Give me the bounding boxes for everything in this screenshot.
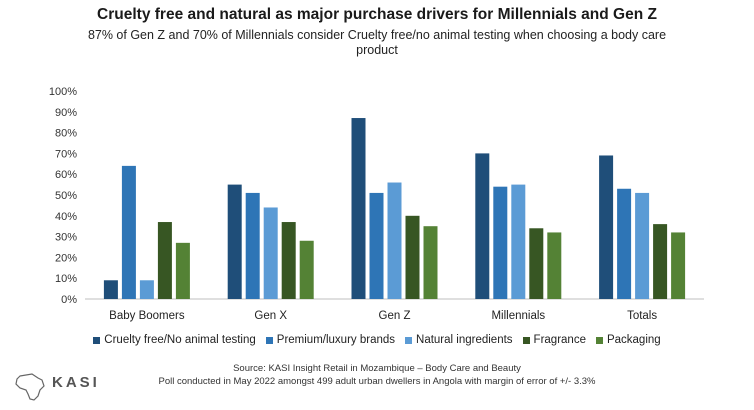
bar-gen-z-1 bbox=[369, 192, 384, 299]
bar-baby-boomers-3 bbox=[157, 222, 172, 299]
chart-subtitle: 87% of Gen Z and 70% of Millennials cons… bbox=[87, 28, 667, 57]
bar-gen-x-1 bbox=[245, 192, 260, 299]
bar-gen-z-4 bbox=[423, 226, 438, 299]
bar-millennials-1 bbox=[493, 186, 508, 299]
y-tick-label: 30% bbox=[55, 232, 77, 244]
bar-millennials-4 bbox=[547, 232, 562, 299]
y-tick-label: 20% bbox=[55, 252, 77, 264]
bar-totals-1 bbox=[617, 188, 632, 299]
bar-gen-x-2 bbox=[263, 207, 278, 299]
x-tick-label: Baby Boomers bbox=[109, 310, 185, 322]
africa-map-icon bbox=[15, 373, 45, 401]
legend-label: Cruelty free/No animal testing bbox=[104, 334, 256, 346]
bar-millennials-2 bbox=[511, 184, 526, 299]
bar-baby-boomers-0 bbox=[103, 280, 118, 299]
legend-swatch bbox=[265, 336, 273, 344]
legend-swatch bbox=[93, 336, 101, 344]
x-tick-label: Gen X bbox=[254, 310, 287, 322]
y-tick-label: 50% bbox=[55, 190, 77, 202]
legend-label: Natural ingredients bbox=[416, 334, 513, 346]
y-tick-label: 80% bbox=[55, 128, 77, 140]
bar-baby-boomers-1 bbox=[121, 165, 136, 299]
bar-gen-x-3 bbox=[281, 222, 296, 299]
bar-baby-boomers-4 bbox=[175, 242, 190, 299]
source-text: Source: KASI Insight Retail in Mozambiqu… bbox=[233, 363, 521, 374]
bar-gen-z-3 bbox=[405, 215, 420, 299]
legend-label: Packaging bbox=[606, 334, 661, 346]
poll-text: Poll conducted in May 2022 amongst 499 a… bbox=[158, 376, 596, 387]
x-tick-label: Gen Z bbox=[379, 310, 411, 322]
bar-chart: 0% 10% 20% 30% 40% 50% 60% 70% 80% 90% 100% Baby Bo… bbox=[49, 86, 704, 322]
y-tick-label: 10% bbox=[55, 273, 77, 285]
bar-totals-2 bbox=[635, 192, 650, 299]
legend-label: Premium/luxury brands bbox=[276, 334, 396, 346]
bar-gen-z-0 bbox=[351, 118, 366, 299]
legend-item: Natural ingredients bbox=[405, 334, 513, 346]
bar-millennials-0 bbox=[475, 153, 490, 299]
bar-totals-4 bbox=[671, 232, 686, 299]
y-tick-label: 70% bbox=[55, 148, 77, 160]
y-tick-label: 0% bbox=[61, 294, 77, 306]
bar-gen-x-4 bbox=[299, 240, 314, 299]
source-note: Source: KASI Insight Retail in Mozambiqu… bbox=[0, 362, 754, 388]
y-tick-label: 90% bbox=[55, 107, 77, 119]
legend-label: Fragrance bbox=[533, 334, 586, 346]
legend: Cruelty free/No animal testing Premium/lu… bbox=[0, 334, 754, 346]
logo-text: KASI bbox=[52, 374, 100, 391]
bar-baby-boomers-2 bbox=[139, 280, 154, 299]
x-tick-label: Millennials bbox=[491, 310, 545, 322]
legend-swatch bbox=[595, 336, 603, 344]
bar-gen-z-2 bbox=[387, 182, 402, 299]
legend-item: Cruelty free/No animal testing bbox=[93, 334, 256, 346]
chart-title: Cruelty free and natural as major purcha… bbox=[97, 6, 657, 23]
y-tick-label: 100% bbox=[49, 86, 77, 98]
legend-swatch bbox=[522, 336, 530, 344]
bar-totals-3 bbox=[653, 224, 668, 299]
kasi-logo: KASI bbox=[12, 372, 97, 401]
x-tick-label: Totals bbox=[627, 310, 657, 322]
legend-item: Packaging bbox=[595, 334, 661, 346]
legend-item: Fragrance bbox=[522, 334, 586, 346]
bar-millennials-3 bbox=[529, 228, 544, 299]
bar-totals-0 bbox=[599, 155, 614, 299]
legend-swatch bbox=[405, 336, 413, 344]
legend-item: Premium/luxury brands bbox=[265, 334, 396, 346]
y-tick-label: 60% bbox=[55, 169, 77, 181]
bar-gen-x-0 bbox=[227, 184, 242, 299]
y-tick-label: 40% bbox=[55, 211, 77, 223]
